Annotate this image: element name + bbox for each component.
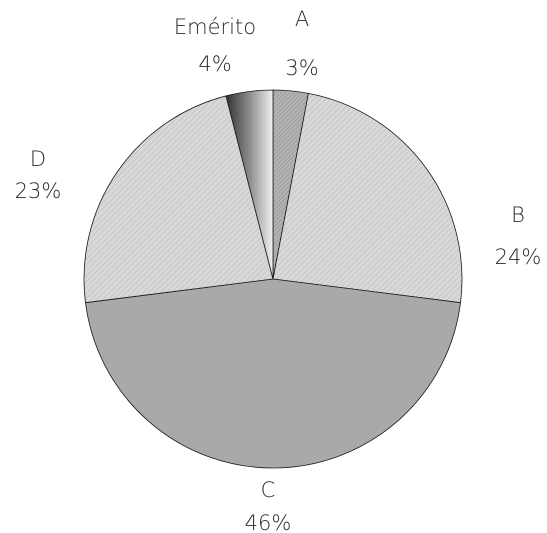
slice-percent-label: 3% <box>285 56 318 80</box>
slice-percent-label: 4% <box>198 52 231 76</box>
pie-slice-c <box>85 278 461 469</box>
slice-name-label: D <box>30 147 46 171</box>
slice-name-label: Emérito <box>174 15 256 39</box>
pie-slice-b <box>272 92 463 304</box>
slice-percent-label: 46% <box>245 511 292 533</box>
slice-name-label: A <box>295 7 309 31</box>
slice-percent-label: 24% <box>495 245 542 269</box>
pie-slice-d <box>83 95 274 304</box>
slice-percent-label: 23% <box>15 179 62 203</box>
slice-name-label: B <box>511 203 525 227</box>
pie-slice-em-rito <box>225 89 274 280</box>
slice-name-label: C <box>261 478 276 502</box>
